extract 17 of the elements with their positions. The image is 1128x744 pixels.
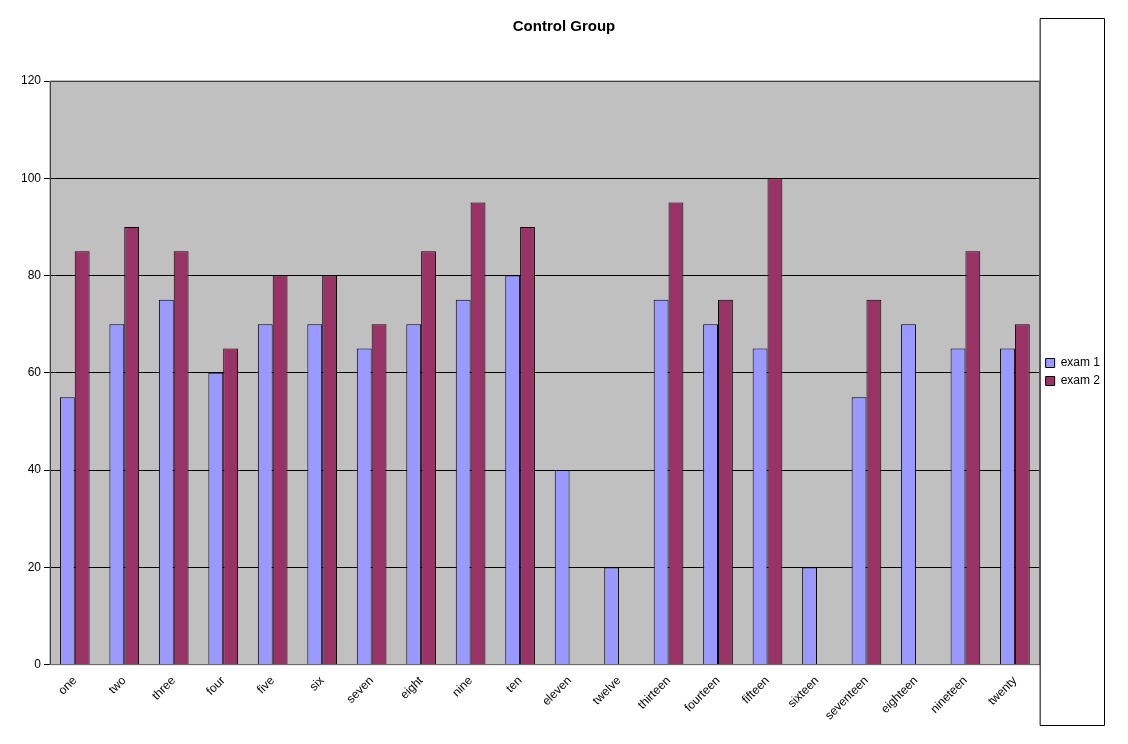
y-tick-label: 120 [20, 73, 42, 88]
x-tick-label: five [254, 673, 278, 697]
x-tick-label: nine [449, 673, 476, 700]
x-tick-label: six [306, 673, 327, 694]
y-tick-label: 0 [34, 656, 42, 671]
y-tick-label: 60 [27, 365, 42, 380]
legend-label: exam 1 [1060, 355, 1101, 370]
y-tick-label: 80 [27, 267, 42, 282]
y-tick-label: 40 [27, 462, 42, 477]
y-tick-label: 20 [27, 559, 42, 574]
chart-title: Control Group [512, 17, 616, 35]
x-tick-label: ten [502, 673, 525, 696]
legend-label: exam 2 [1060, 373, 1101, 388]
x-tick-label: four [203, 673, 228, 698]
x-tick-label: two [105, 673, 129, 697]
x-tick-label: one [55, 673, 80, 698]
y-tick-label: 100 [20, 170, 42, 185]
